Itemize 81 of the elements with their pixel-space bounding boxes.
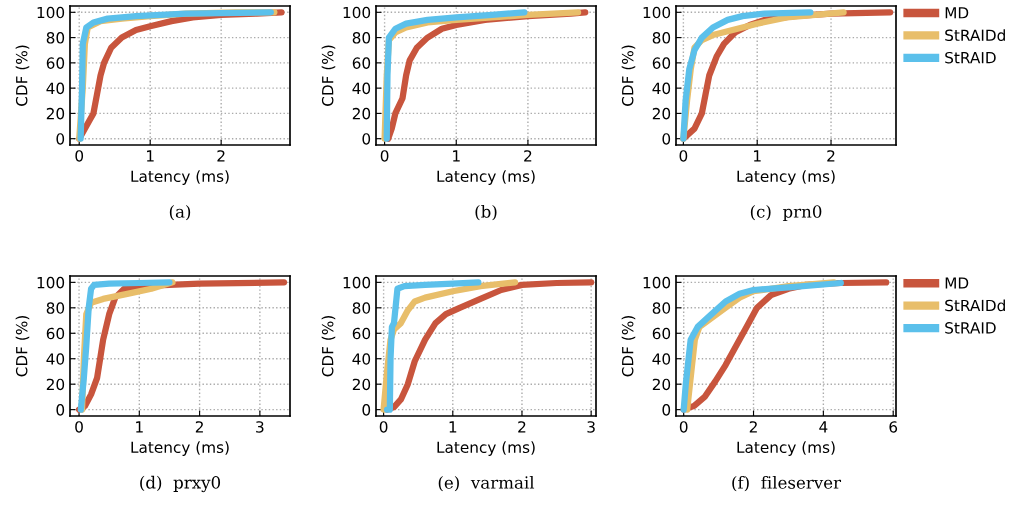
- y-tick-label: 80: [352, 32, 371, 44]
- legend-label: StRAID: [945, 51, 996, 64]
- legend-label: MD: [945, 7, 969, 19]
- y-tick-label: 60: [46, 327, 65, 340]
- y-tick-label: 60: [352, 327, 371, 340]
- text: (d) prxy0: [140, 475, 221, 493]
- y-tick-label: 20: [352, 107, 371, 120]
- y-tick-label: 0: [362, 133, 371, 145]
- x-axis-title: Latency (ms): [131, 441, 229, 456]
- y-tick-label: 80: [652, 32, 671, 44]
- x-tick-label: 4: [819, 421, 828, 433]
- x-tick-label: 0: [379, 421, 388, 433]
- y-axis-title: CDF (%): [321, 45, 336, 106]
- legend-label: StRAID: [945, 322, 996, 334]
- text: (a): [169, 204, 191, 221]
- x-tick-label: 0: [679, 150, 688, 162]
- y-tick-label: 0: [662, 404, 671, 416]
- y-axis-title: CDF (%): [321, 316, 336, 377]
- y-tick-label: 0: [662, 133, 671, 145]
- y-tick-label: 100: [37, 276, 65, 289]
- y-tick-label: 40: [652, 353, 671, 365]
- x-axis-title: Latency (ms): [131, 170, 229, 185]
- y-tick-label: 20: [46, 107, 65, 120]
- x-tick-label: 2: [524, 150, 532, 162]
- x-tick-label: 2: [217, 150, 225, 162]
- y-tick-label: 20: [652, 107, 671, 120]
- x-tick-label: 0: [380, 150, 389, 162]
- y-tick-label: 60: [652, 327, 671, 340]
- y-tick-label: 60: [652, 57, 671, 69]
- x-tick-label: 0: [679, 421, 688, 433]
- x-tick-label: 0: [75, 421, 83, 433]
- y-tick-label: 100: [343, 6, 371, 19]
- x-tick-label: 2: [749, 421, 757, 433]
- legend-label: StRAIDd: [945, 29, 1005, 42]
- legend-label: StRAIDd: [945, 299, 1005, 312]
- y-tick-label: 80: [652, 302, 671, 314]
- y-tick-label: 40: [46, 82, 65, 95]
- y-tick-label: 20: [46, 378, 65, 391]
- y-tick-label: 40: [352, 353, 371, 365]
- x-tick-label: 3: [256, 421, 264, 433]
- text: (e) varmail: [438, 475, 535, 492]
- y-tick-label: 20: [652, 378, 671, 391]
- x-tick-label: 2: [518, 421, 526, 433]
- y-tick-label: 40: [46, 353, 65, 365]
- x-tick-label: 1: [754, 150, 761, 162]
- y-tick-label: 80: [46, 302, 65, 314]
- x-tick-label: 2: [827, 150, 835, 162]
- x-tick-label: 3: [587, 421, 595, 433]
- y-tick-label: 60: [352, 57, 371, 69]
- y-tick-label: 100: [37, 6, 65, 19]
- y-tick-label: 100: [643, 6, 671, 19]
- x-tick-label: 1: [453, 150, 460, 162]
- y-tick-label: 0: [362, 404, 371, 416]
- x-tick-label: 6: [889, 421, 898, 433]
- x-tick-label: 1: [449, 421, 457, 433]
- y-axis-title: CDF (%): [15, 45, 30, 106]
- y-tick-label: 20: [352, 378, 371, 391]
- x-axis-title: Latency (ms): [737, 441, 835, 456]
- y-axis-title: CDF (%): [621, 316, 636, 377]
- x-axis-title: Latency (ms): [437, 441, 535, 456]
- y-tick-label: 60: [46, 57, 65, 69]
- y-tick-label: 40: [652, 82, 671, 95]
- y-tick-label: 0: [56, 404, 65, 416]
- x-tick-label: 1: [136, 421, 143, 433]
- x-axis-title: Latency (ms): [737, 170, 835, 185]
- text: (f) fileserver: [732, 475, 842, 492]
- y-tick-label: 80: [46, 32, 65, 44]
- legend-label: MD: [945, 277, 969, 289]
- y-tick-label: 80: [352, 302, 371, 314]
- x-axis-title: Latency (ms): [437, 170, 535, 185]
- y-tick-label: 100: [343, 276, 371, 289]
- y-axis-title: CDF (%): [15, 316, 30, 377]
- y-tick-label: 0: [56, 133, 65, 145]
- x-tick-label: 1: [147, 150, 154, 162]
- x-tick-label: 2: [195, 421, 203, 433]
- text: (b): [475, 204, 497, 221]
- text: (c) prn0: [750, 204, 822, 222]
- y-tick-label: 40: [352, 82, 371, 95]
- x-tick-label: 0: [75, 150, 84, 162]
- y-axis-title: CDF (%): [621, 45, 636, 106]
- y-tick-label: 100: [643, 276, 671, 289]
